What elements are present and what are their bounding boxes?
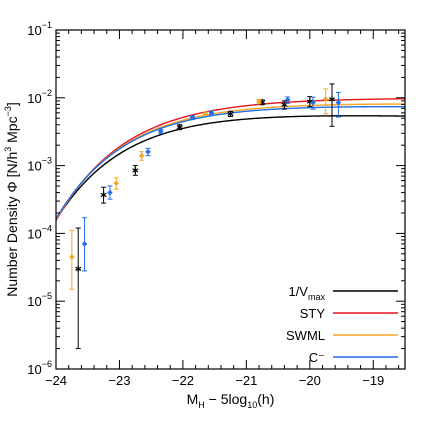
diamond-marker [113,180,120,187]
x-tick-label: −22 [172,373,194,388]
data-point-2-5 [322,88,329,115]
diamond-marker [157,128,164,135]
data-point-3-4 [189,114,196,121]
diamond-marker [81,241,88,247]
data-point-3-8 [335,91,342,118]
fit-curve-3 [56,105,405,220]
data-point-3-1 [107,185,113,200]
y-tick-label: 10−2 [27,88,52,106]
y-tick-label: 10−6 [27,359,52,377]
axis-labels: MH − 5log10(h) Number Density Φ [N/h3 Mpc… [3,102,274,410]
data-point-3-0 [81,217,88,272]
data-point-3-3 [157,128,164,135]
y-tick-label: 10−1 [27,20,52,38]
diamond-marker [310,99,316,106]
asterisk-marker-stroke [176,124,183,130]
plot-axes [55,29,406,370]
diamond-marker [107,189,113,196]
x-tick-label: −19 [362,373,384,388]
asterisk-marker-stroke [306,99,313,104]
diamond-marker [284,97,291,103]
asterisk-marker-stroke [328,97,336,102]
data-points [69,83,342,350]
plot-frame [55,29,406,370]
asterisk-marker-stroke [227,111,234,116]
y-tick-label: 10−4 [27,223,52,241]
data-point-0-3 [176,123,183,131]
asterisk-marker-stroke [75,266,82,271]
data-point-3-5 [208,110,215,116]
data-point-2-1 [113,177,120,190]
legend-label-3: C⁻ [309,350,325,365]
y-axis-title: Number Density Φ [N/h3 Mpc−3] [3,102,20,297]
legend-label-1: STY [300,306,326,321]
data-point-3-2 [145,147,151,157]
y-tick-label: 10−5 [27,291,52,309]
legend-label-0: 1/Vmax [288,284,325,302]
diamond-marker [69,254,75,260]
diamond-marker [145,148,151,155]
diamond-marker [138,152,145,159]
data-point-0-8 [328,83,336,127]
data-point-2-4 [256,98,262,105]
fit-curve-0 [56,115,405,221]
data-point-0-1 [100,186,107,204]
x-tick-label: −20 [299,373,321,388]
x-tick-label: −23 [108,373,130,388]
asterisk-marker-stroke [132,168,139,173]
diamond-marker [208,110,215,116]
diamond-marker [322,96,329,102]
diamond-marker [189,114,196,121]
data-point-0-2 [132,165,139,176]
axis-ticks: −24 −23 −22 −21 −20 −19 10−6 10−5 10−4 10−3 10−2 10… [27,20,405,388]
data-point-0-0 [75,227,82,350]
data-point-2-0 [69,230,75,290]
x-axis-title: MH − 5log10(h) [187,391,275,410]
x-tick-label: −24 [45,373,67,388]
data-point-0-7 [306,96,313,108]
diamond-marker [256,98,262,105]
data-point-3-7 [310,96,316,110]
data-point-0-4 [227,110,234,118]
legend-label-2: SWML [286,328,325,343]
chart-legend: 1/Vmax STY SWML C⁻ [286,284,398,365]
diamond-marker [335,99,342,106]
fit-curve-1 [56,98,405,222]
x-tick-label: −21 [235,373,257,388]
data-point-2-3 [202,111,208,117]
data-point-3-6 [284,96,291,104]
diamond-marker [202,111,208,117]
data-point-2-2 [138,151,145,161]
y-tick-label: 10−3 [27,156,52,174]
asterisk-marker-stroke [100,192,107,197]
